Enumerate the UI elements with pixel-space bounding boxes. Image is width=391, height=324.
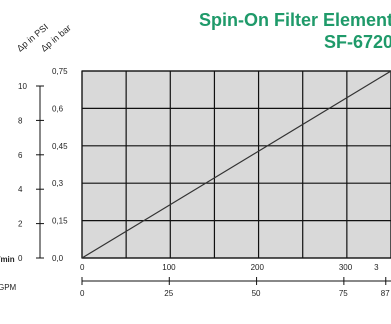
lmin-axis: 0 100 200 300 3 — [80, 263, 379, 272]
chart-title-line1: Spin-On Filter Element — [198, 10, 391, 30]
gpm-tick-label: 75 — [339, 289, 348, 298]
gpm-tick-label: 50 — [252, 289, 261, 298]
bar-tick-label: 0,75 — [52, 67, 68, 76]
bar-tick-label: 0,0 — [52, 254, 64, 263]
psi-axis: 0 2 4 6 8 10 — [18, 82, 44, 263]
gpm-axis-label: GPM — [0, 283, 17, 292]
psi-tick-label: 4 — [18, 185, 23, 194]
psi-tick-label: 10 — [18, 82, 27, 91]
lmin-tick-label: 100 — [162, 263, 176, 272]
psi-tick-label: 6 — [18, 151, 23, 160]
chart-title-line2: SF-6720 — [323, 32, 391, 52]
lmin-axis-label: l/min — [0, 255, 15, 264]
grid-lines — [81, 70, 391, 259]
psi-tick-label: 8 — [18, 116, 23, 125]
series-line — [81, 70, 391, 259]
bar-tick-label: 0,45 — [52, 142, 68, 151]
lmin-tick-label: 0 — [80, 263, 85, 272]
series-group — [81, 70, 391, 259]
psi-tick-label: 0 — [18, 254, 23, 263]
gpm-tick-label: 87 — [381, 289, 390, 298]
bar-tick-label: 0,15 — [52, 217, 68, 226]
gpm-axis: 0 25 50 75 87 — [80, 277, 391, 298]
bar-tick-label: 0,6 — [52, 104, 64, 113]
bar-tick-label: 0,3 — [52, 179, 64, 188]
gpm-tick-label: 25 — [164, 289, 173, 298]
lmin-tick-label: 3 — [374, 263, 379, 272]
lmin-tick-label: 200 — [251, 263, 265, 272]
psi-tick-label: 2 — [18, 220, 23, 229]
gpm-tick-label: 0 — [80, 289, 85, 298]
lmin-tick-label: 300 — [339, 263, 353, 272]
bar-axis: 0,0 0,15 0,3 0,45 0,6 0,75 — [52, 67, 68, 263]
